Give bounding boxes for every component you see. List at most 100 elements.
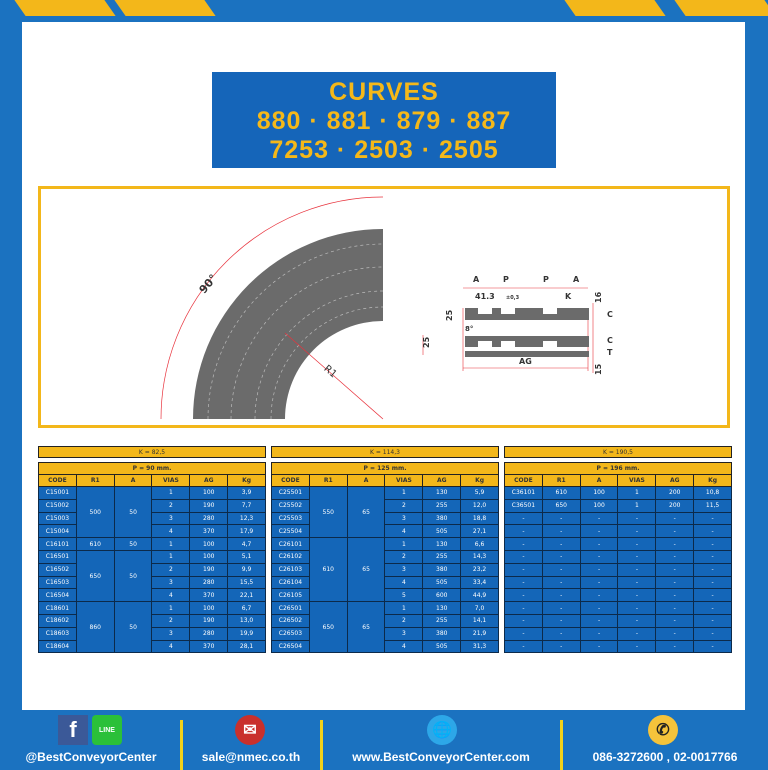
column-header: R1 bbox=[75, 474, 115, 487]
k-value: K = 190,5 bbox=[504, 446, 732, 458]
column-header: VIAS bbox=[151, 474, 191, 487]
code-cell: C25502 bbox=[271, 498, 310, 513]
r1-cell: - bbox=[541, 524, 581, 539]
title-line-1: CURVES bbox=[329, 78, 439, 106]
ag-cell: 280 bbox=[189, 511, 229, 526]
a-cell: - bbox=[579, 511, 619, 526]
ag-cell: - bbox=[655, 524, 695, 539]
kg-cell: - bbox=[693, 588, 732, 603]
kg-cell: 28,1 bbox=[227, 639, 266, 654]
table-row: ------ bbox=[504, 626, 732, 641]
vias-cell: 1 bbox=[151, 486, 191, 500]
email-link[interactable]: sale@nmec.co.th bbox=[201, 750, 301, 764]
table-row: ------ bbox=[504, 524, 732, 539]
r1-cell: 860 bbox=[75, 601, 115, 654]
code-cell: C26103 bbox=[271, 562, 310, 577]
vias-cell: - bbox=[617, 626, 657, 641]
a-cell: - bbox=[579, 639, 619, 654]
ag-cell: 380 bbox=[422, 562, 462, 577]
vias-cell: - bbox=[617, 524, 657, 539]
vias-cell: 2 bbox=[151, 498, 191, 513]
kg-cell: 23,2 bbox=[460, 562, 499, 577]
kg-cell: 12,3 bbox=[227, 511, 266, 526]
a-cell: - bbox=[579, 601, 619, 615]
table-row: C16502 2 190 9,9 bbox=[38, 562, 266, 577]
vias-cell: 4 bbox=[151, 639, 191, 654]
dim-a-right: A bbox=[573, 275, 580, 284]
ag-cell: 100 bbox=[189, 486, 229, 500]
dim-ct-c: C bbox=[607, 336, 613, 345]
vias-cell: - bbox=[617, 639, 657, 654]
spec-table: P = 196 mm. CODE R1 A VIAS AG Kg C36101 610 100 1 2… bbox=[504, 462, 732, 654]
code-cell: C18601 bbox=[38, 601, 77, 615]
ag-cell: 130 bbox=[422, 601, 462, 615]
table-row: C16503 3 280 15,5 bbox=[38, 575, 266, 590]
vias-cell: 1 bbox=[617, 498, 657, 513]
vias-cell: - bbox=[617, 601, 657, 615]
ag-cell: 600 bbox=[422, 588, 462, 603]
r1-cell: - bbox=[541, 626, 581, 641]
line-icon[interactable]: LINE bbox=[92, 715, 122, 745]
radius-line bbox=[284, 332, 384, 420]
social-handle[interactable]: @BestConveyorCenter bbox=[25, 750, 157, 764]
ag-cell: 255 bbox=[422, 613, 462, 628]
dim-16: 16 bbox=[594, 291, 603, 303]
ag-cell: - bbox=[655, 601, 695, 615]
ag-cell: - bbox=[655, 613, 695, 628]
code-cell: C26502 bbox=[271, 613, 310, 628]
table-row: ------ bbox=[504, 613, 732, 628]
code-cell: - bbox=[504, 511, 543, 526]
column-header: VIAS bbox=[384, 474, 424, 487]
r1-cell: 500 bbox=[75, 485, 115, 539]
code-cell: - bbox=[504, 575, 543, 590]
column-header: CODE bbox=[504, 474, 543, 487]
kg-cell: 5,9 bbox=[460, 486, 499, 500]
vias-cell: 4 bbox=[384, 639, 424, 654]
code-cell: C36101 bbox=[504, 486, 543, 500]
ag-cell: - bbox=[655, 549, 695, 564]
column-header: CODE bbox=[38, 474, 77, 487]
code-cell: - bbox=[504, 639, 543, 654]
table-row: C18601 860 50 1 100 6,7 bbox=[38, 601, 266, 654]
kg-cell: 9,9 bbox=[227, 562, 266, 577]
code-cell: C18602 bbox=[38, 613, 77, 628]
kg-cell: 6,6 bbox=[460, 537, 499, 551]
code-cell: C26501 bbox=[271, 601, 310, 615]
code-cell: - bbox=[504, 549, 543, 564]
dim-pitch: 41.3 bbox=[475, 292, 495, 301]
angle-dimension-arc bbox=[160, 196, 384, 420]
table-row: ------ bbox=[504, 588, 732, 603]
code-cell: - bbox=[504, 562, 543, 577]
spec-table-3: K = 190,5 P = 196 mm. CODE R1 A VIAS AG Kg C3610… bbox=[504, 446, 732, 654]
phone-number[interactable]: 086-3272600 , 02-0017766 bbox=[592, 750, 738, 764]
r1-cell: - bbox=[541, 537, 581, 551]
website-link[interactable]: www.BestConveyorCenter.com bbox=[352, 750, 530, 764]
kg-cell: 14,3 bbox=[460, 549, 499, 564]
vias-cell: 1 bbox=[151, 549, 191, 564]
a-cell: 65 bbox=[346, 485, 386, 539]
vias-cell: 4 bbox=[151, 524, 191, 539]
r1-cell: - bbox=[541, 511, 581, 526]
ag-cell: - bbox=[655, 626, 695, 641]
column-header: R1 bbox=[541, 474, 581, 487]
facebook-icon[interactable]: f bbox=[58, 715, 88, 745]
decor-stripe bbox=[674, 0, 768, 16]
code-cell: C15003 bbox=[38, 511, 77, 526]
column-header: Kg bbox=[460, 474, 499, 487]
code-cell: C18604 bbox=[38, 639, 77, 654]
vias-cell: 2 bbox=[384, 498, 424, 513]
a-cell: - bbox=[579, 562, 619, 577]
pitch-value: P = 90 mm. bbox=[38, 462, 266, 475]
kg-cell: - bbox=[693, 562, 732, 577]
table-row: C25501 550 65 1 130 5,9 bbox=[271, 485, 499, 539]
table-row: C16501 650 50 1 100 5,1 bbox=[38, 549, 266, 603]
table-row: C25504 4 505 27,1 bbox=[271, 524, 499, 539]
spec-table-1: K = 82,5 P = 90 mm. CODE R1 A VIAS AG Kg C15001 5… bbox=[38, 446, 266, 654]
code-cell: C16503 bbox=[38, 575, 77, 590]
title-line-2: 880 · 881 · 879 · 887 bbox=[256, 107, 512, 135]
ag-cell: 370 bbox=[189, 588, 229, 603]
vias-cell: 3 bbox=[151, 575, 191, 590]
r1-cell: 650 bbox=[541, 498, 581, 513]
code-cell: - bbox=[504, 626, 543, 641]
kg-cell: 13,0 bbox=[227, 613, 266, 628]
